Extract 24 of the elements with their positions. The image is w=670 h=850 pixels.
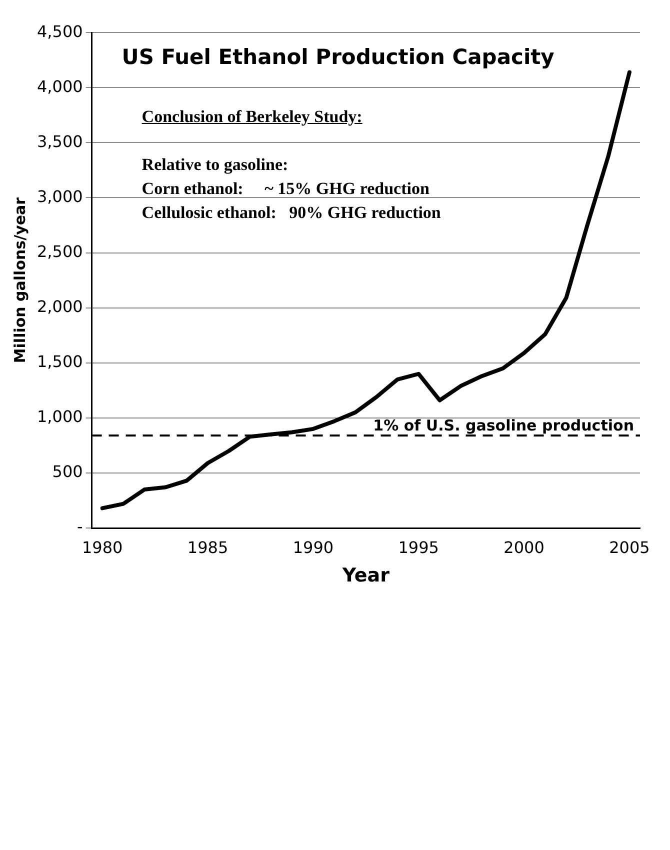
annotation: Conclusion of Berkeley Study: (142, 106, 362, 127)
annotation: Cellulosic ethanol: 90% GHG reduction (142, 202, 441, 223)
text: US Fuel Ethanol Production Capacity (122, 45, 555, 70)
y-tick-label: 3,000 (36, 186, 83, 206)
x-tick-label: 2000 (504, 538, 544, 557)
x-axis-title: Year (341, 564, 390, 587)
annotation: Relative to gasoline: (142, 154, 288, 175)
x-tick-label: 1985 (187, 538, 228, 557)
y-tick-label: 500 (52, 462, 83, 482)
y-axis-title: Million gallons/year (10, 196, 29, 364)
annotation: Corn ethanol: ~ 15% GHG reduction (142, 178, 430, 199)
y-tick-label: - (77, 517, 83, 536)
x-tick-label: 1995 (398, 538, 439, 557)
y-tick-label: 4,500 (36, 22, 83, 41)
y-tick-label: 4,000 (36, 76, 83, 96)
y-tick-label: 1,500 (36, 352, 83, 372)
y-tick-label: 1,000 (36, 407, 83, 426)
y-tick-label: 2,500 (36, 242, 83, 261)
x-tick-label: 1990 (292, 538, 334, 557)
ref-line-label: 1% of U.S. gasoline production (373, 416, 634, 435)
x-tick-label: 1980 (82, 538, 123, 557)
y-tick-label: 2,000 (36, 296, 83, 316)
y-tick-label: 3,500 (36, 132, 83, 151)
x-tick-label: 2005 (609, 538, 650, 557)
